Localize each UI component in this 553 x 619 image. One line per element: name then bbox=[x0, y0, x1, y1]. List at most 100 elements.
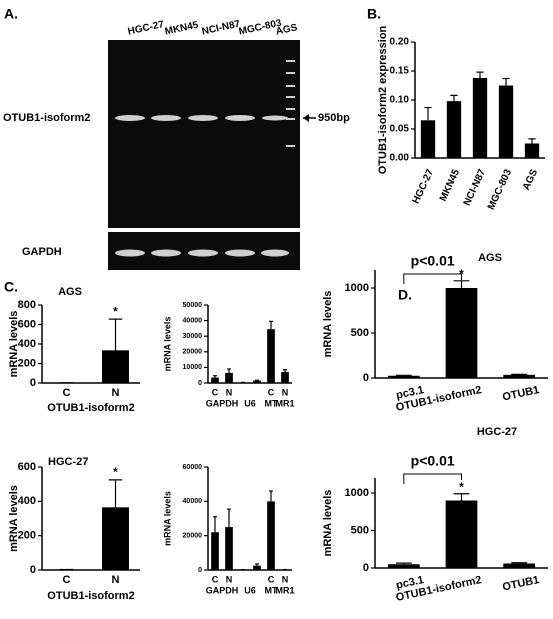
x-tick-label: C bbox=[63, 387, 71, 399]
x-tick-label: N bbox=[282, 574, 289, 584]
panel-label: C. bbox=[4, 279, 18, 295]
bar bbox=[387, 564, 420, 568]
lane-label: MKN45 bbox=[164, 20, 200, 38]
lane-label: NCI-N87 bbox=[201, 19, 242, 38]
x-axis-label: OTUB1-isoform2 bbox=[47, 590, 134, 602]
error-bar bbox=[453, 493, 470, 501]
y-tick-label: 200 bbox=[18, 357, 36, 369]
group-label: GAPDH bbox=[206, 398, 239, 408]
y-axis-label: mRNA levels bbox=[322, 490, 334, 557]
panel-label: B. bbox=[367, 6, 381, 22]
error-bar bbox=[395, 562, 412, 565]
chart-title: HGC-27 bbox=[48, 456, 88, 468]
y-tick-label: 0.00 bbox=[390, 153, 410, 164]
error-bar bbox=[269, 490, 273, 502]
y-tick-label: 0 bbox=[30, 377, 36, 389]
y-axis-label: mRNA levels bbox=[162, 317, 172, 372]
group-label: U6 bbox=[244, 585, 256, 595]
error-bar bbox=[227, 368, 231, 373]
significance-label: p<0.01 bbox=[411, 253, 455, 269]
bar bbox=[211, 377, 219, 383]
y-axis-label: mRNA levels bbox=[162, 491, 172, 546]
y-tick-label: 40000 bbox=[183, 498, 203, 505]
group-label: MT bbox=[265, 398, 278, 408]
gel: 950bp OTUB1-isoform2 GAPDH bbox=[3, 40, 350, 270]
y-tick-label: 30000 bbox=[183, 333, 203, 340]
group-label: MT bbox=[265, 585, 278, 595]
panel-label: D. bbox=[398, 287, 412, 303]
error-bar bbox=[227, 508, 231, 528]
x-tick-label: C bbox=[63, 574, 71, 586]
error-bar bbox=[255, 563, 259, 566]
significance-bracket bbox=[403, 473, 462, 484]
error-bar bbox=[502, 77, 510, 86]
significance-star: * bbox=[459, 267, 464, 281]
lane-label: AGS bbox=[275, 22, 299, 37]
gel-image bbox=[108, 40, 300, 228]
y-tick-label: 800 bbox=[18, 299, 36, 311]
error-bar bbox=[476, 71, 484, 78]
y-tick-label: 600 bbox=[18, 461, 36, 473]
bar bbox=[472, 77, 488, 158]
error-bar bbox=[453, 280, 470, 288]
error-bar bbox=[269, 320, 273, 330]
significance-label: p<0.01 bbox=[411, 453, 455, 469]
lane-label: HGC-27 bbox=[127, 19, 166, 37]
bar bbox=[503, 374, 536, 378]
bar bbox=[253, 380, 261, 383]
group-label: GAPDH bbox=[206, 585, 239, 595]
marker-label: 950bp bbox=[318, 112, 350, 124]
chart-title: AGS bbox=[58, 286, 82, 298]
x-tick-label: C bbox=[268, 387, 275, 397]
group-label: MR1 bbox=[275, 398, 294, 408]
y-tick-label: 0 bbox=[30, 564, 36, 576]
x-tick-label: C bbox=[268, 574, 275, 584]
bar bbox=[267, 329, 275, 383]
x-tick-label: N bbox=[282, 387, 289, 397]
y-tick-label: 20000 bbox=[183, 533, 203, 540]
bar bbox=[211, 532, 219, 570]
y-tick-label: 0.20 bbox=[390, 37, 410, 48]
bar bbox=[253, 565, 261, 570]
error-bar bbox=[213, 375, 217, 378]
error-bar bbox=[450, 94, 458, 102]
y-axis-label: mRNA levels bbox=[322, 291, 334, 358]
bar bbox=[102, 507, 129, 570]
y-tick-label: 40000 bbox=[183, 317, 203, 324]
band-label: OTUB1-isoform2 bbox=[3, 112, 90, 124]
y-tick-label: 0 bbox=[198, 567, 202, 574]
bar bbox=[445, 288, 478, 378]
error-bar bbox=[511, 562, 528, 564]
bar bbox=[420, 120, 436, 158]
x-tick-label: C bbox=[212, 574, 219, 584]
x-tick-label: N bbox=[226, 574, 233, 584]
y-axis-label: OTUB1-isoform2 expression bbox=[377, 25, 389, 174]
y-tick-label: 0 bbox=[198, 380, 202, 387]
group-label: MR1 bbox=[275, 585, 294, 595]
y-axis-label: mRNA levels bbox=[8, 311, 20, 378]
bands bbox=[115, 60, 295, 257]
bar bbox=[225, 527, 233, 570]
y-tick-label: 0 bbox=[363, 562, 369, 574]
y-tick-label: 0.05 bbox=[390, 124, 410, 135]
bar bbox=[267, 501, 275, 570]
y-tick-label: 1000 bbox=[345, 487, 369, 499]
bar bbox=[102, 350, 129, 383]
bar bbox=[498, 85, 514, 158]
x-axis-label: OTUB1-isoform2 bbox=[47, 402, 134, 414]
bar bbox=[503, 563, 536, 568]
y-tick-label: 0 bbox=[363, 372, 369, 384]
bar bbox=[387, 375, 420, 378]
error-bar bbox=[108, 318, 123, 351]
significance-star: * bbox=[459, 480, 464, 494]
y-axis-label: mRNA levels bbox=[8, 485, 20, 552]
y-tick-label: 0.15 bbox=[390, 66, 410, 77]
x-tick-label: OTUB1 bbox=[501, 574, 540, 593]
y-tick-label: 600 bbox=[18, 318, 36, 330]
y-tick-label: 400 bbox=[18, 495, 36, 507]
y-tick-label: 60000 bbox=[183, 464, 203, 471]
error-bar bbox=[424, 106, 432, 121]
y-tick-label: 50000 bbox=[183, 302, 203, 309]
bar bbox=[281, 372, 289, 383]
